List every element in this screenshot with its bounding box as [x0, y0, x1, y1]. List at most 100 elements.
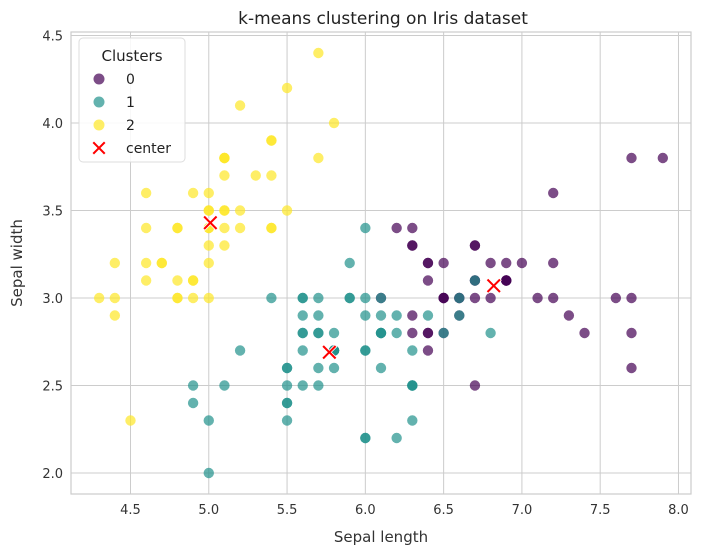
- data-point-cluster-1: [391, 432, 402, 444]
- data-point-cluster-0: [610, 292, 622, 304]
- x-tick-label: 7.5: [590, 503, 611, 518]
- legend-title: Clusters: [101, 47, 162, 65]
- data-point-cluster-0: [548, 292, 559, 304]
- data-point-cluster-1: [313, 310, 324, 321]
- data-point-cluster-1: [219, 380, 230, 391]
- data-point-cluster-2: [219, 240, 230, 251]
- data-point-cluster-2: [234, 222, 246, 234]
- x-tick-label: 5.5: [277, 503, 298, 518]
- data-point-cluster-0: [626, 327, 637, 339]
- data-point-cluster-2: [172, 222, 183, 234]
- data-point-cluster-2: [281, 82, 293, 94]
- data-point-cluster-2: [140, 275, 152, 286]
- data-point-cluster-2: [234, 205, 246, 216]
- data-point-cluster-1: [234, 345, 246, 356]
- legend-marker-center: [91, 140, 107, 156]
- data-points: [93, 47, 669, 479]
- data-point-cluster-1: [297, 380, 308, 391]
- chart-title: k-means clustering on Iris dataset: [238, 9, 528, 29]
- data-point-cluster-1: [281, 362, 293, 374]
- data-point-cluster-1: [360, 345, 371, 356]
- data-point-cluster-1: [375, 310, 387, 321]
- legend-box: [78, 37, 186, 163]
- x-axis-ticks: 4.5 5.0 5.5 6.0 6.5 7.0 7.5 8.0: [120, 503, 689, 518]
- data-point-cluster-2: [313, 152, 324, 164]
- data-point-cluster-1: [344, 292, 355, 304]
- y-tick-label: 2.0: [42, 467, 63, 482]
- data-point-cluster-1: [375, 362, 387, 374]
- data-point-cluster-0: [422, 327, 434, 339]
- data-point-cluster-0: [407, 327, 418, 339]
- data-point-cluster-2: [234, 100, 246, 111]
- data-point-cluster-1: [407, 380, 418, 391]
- data-point-cluster-2: [109, 292, 121, 304]
- data-point-cluster-0: [438, 257, 449, 269]
- data-point-cluster-1: [422, 310, 434, 321]
- data-point-cluster-1: [281, 397, 293, 409]
- data-point-cluster-0: [407, 310, 418, 321]
- data-point-cluster-2: [250, 170, 261, 181]
- x-tick-label: 5.0: [198, 503, 219, 518]
- y-tick-label: 4.5: [42, 30, 63, 45]
- y-tick-label: 2.5: [42, 380, 63, 395]
- data-point-cluster-2: [266, 222, 277, 234]
- data-point-cluster-0: [469, 240, 481, 251]
- data-point-cluster-1: [313, 292, 324, 304]
- data-point-cluster-2: [109, 257, 121, 269]
- data-point-cluster-1: [360, 310, 371, 321]
- y-axis-ticks: 2.0 2.5 3.0 3.5 4.0 4.5: [42, 30, 63, 483]
- data-point-cluster-2: [203, 187, 214, 199]
- data-point-cluster-0: [501, 275, 512, 286]
- data-point-cluster-0: [422, 257, 434, 269]
- data-point-cluster-1: [281, 380, 293, 391]
- data-point-cluster-2: [219, 222, 230, 234]
- data-point-cluster-2: [172, 275, 183, 286]
- x-axis-label: Sepal length: [334, 528, 428, 546]
- data-point-cluster-1: [375, 327, 387, 339]
- data-point-cluster-2: [203, 257, 214, 269]
- legend-marker-cluster-1: [93, 96, 105, 108]
- data-point-cluster-1: [297, 310, 308, 321]
- data-point-cluster-1: [297, 345, 308, 356]
- data-point-cluster-2: [187, 187, 199, 199]
- data-point-cluster-1: [328, 362, 340, 374]
- y-tick-label: 4.0: [42, 117, 63, 132]
- data-point-cluster-0: [579, 327, 590, 339]
- data-point-cluster-0: [548, 257, 559, 269]
- legend-label: 1: [126, 95, 135, 111]
- data-point-cluster-1: [375, 292, 387, 304]
- data-point-cluster-2: [281, 205, 293, 216]
- data-point-cluster-1: [438, 327, 449, 339]
- data-point-cluster-1: [297, 292, 308, 304]
- data-point-cluster-1: [454, 292, 465, 304]
- data-point-cluster-1: [328, 327, 340, 339]
- data-point-cluster-0: [532, 292, 543, 304]
- data-point-cluster-2: [313, 47, 324, 59]
- data-point-cluster-2: [219, 205, 230, 216]
- data-point-cluster-0: [407, 222, 418, 234]
- data-point-cluster-0: [501, 257, 512, 269]
- data-point-cluster-1: [297, 327, 308, 339]
- data-point-cluster-0: [548, 187, 559, 199]
- y-tick-label: 3.5: [42, 205, 63, 220]
- legend: Clusters 0 1 2 center: [78, 37, 186, 163]
- data-point-cluster-2: [140, 187, 152, 199]
- data-point-cluster-1: [187, 380, 199, 391]
- data-point-cluster-1: [313, 362, 324, 374]
- data-point-cluster-0: [626, 152, 637, 164]
- data-point-cluster-1: [454, 310, 465, 321]
- data-point-cluster-1: [203, 415, 214, 426]
- data-point-cluster-2: [203, 240, 214, 251]
- data-point-cluster-2: [187, 292, 199, 304]
- data-point-cluster-1: [469, 275, 481, 286]
- plot-area-frame: [70, 31, 692, 495]
- data-point-cluster-0: [626, 362, 637, 374]
- cluster-center-marker: [485, 277, 502, 294]
- data-point-cluster-1: [313, 380, 324, 391]
- data-point-cluster-0: [516, 257, 528, 269]
- legend-label: center: [126, 141, 171, 157]
- data-point-cluster-0: [469, 380, 481, 391]
- data-point-cluster-2: [219, 152, 230, 164]
- data-point-cluster-0: [626, 292, 637, 304]
